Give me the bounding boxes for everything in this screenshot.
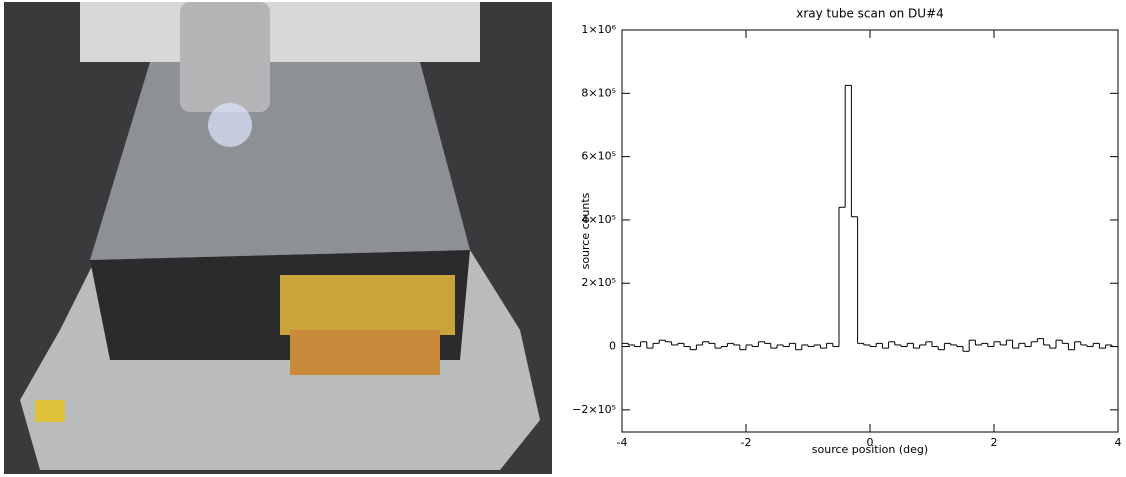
- y-tick-label: 2×10⁵: [581, 276, 616, 289]
- y-tick-label: −2×10⁵: [572, 403, 616, 416]
- y-tick-label: 6×10⁵: [581, 150, 616, 163]
- x-tick-label: 0: [867, 436, 874, 449]
- y-tick-label: 0: [609, 340, 616, 353]
- y-tick-label: 4×10⁵: [581, 213, 616, 226]
- x-tick-label: -2: [741, 436, 752, 449]
- x-tick-label: 4: [1115, 436, 1122, 449]
- y-axis-label: source counts: [579, 192, 592, 269]
- y-tick-label: 8×10⁵: [581, 86, 616, 99]
- x-axis-label: source position (deg): [812, 443, 928, 456]
- x-tick-label: -4: [617, 436, 628, 449]
- chart-title: xray tube scan on DU#4: [796, 7, 944, 21]
- photo: [4, 2, 552, 474]
- x-tick-label: 2: [991, 436, 998, 449]
- plot-frame: [621, 29, 1119, 433]
- y-tick-label: 1×10⁶: [581, 23, 616, 36]
